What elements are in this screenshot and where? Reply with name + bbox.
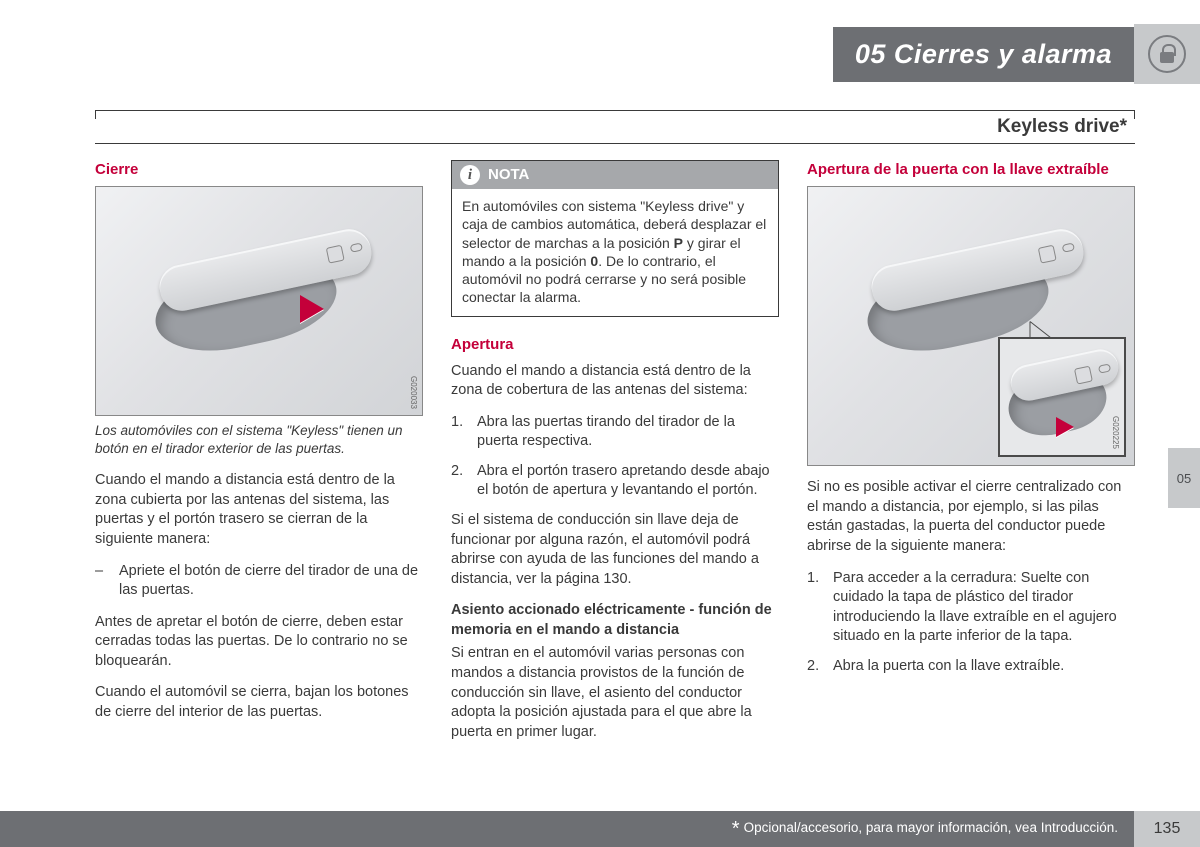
dash-item: – Apriete el botón de cierre del tirador… [95,562,423,601]
llave-list: 1.Para acceder a la cerradura: Suelte co… [807,569,1135,677]
arrow-icon [1056,417,1074,437]
chapter-icon-box [1134,24,1200,84]
h-apertura-llave: Apertura de la puerta con la llave extra… [807,160,1135,180]
dash-marker: – [95,562,119,601]
info-icon: i [460,165,480,185]
chapter-header: 05 Cierres y alarma [833,24,1200,84]
h-cierre: Cierre [95,160,423,180]
section-title: Keyless drive* [997,116,1127,138]
p-fallback: Si el sistema de conducción sin llave de… [451,511,779,589]
thumb-tab-label: 05 [1177,471,1191,486]
section-title-bar: Keyless drive* [95,110,1135,144]
column-2: i NOTA En automóviles con sistema "Keyle… [451,160,779,787]
p-asiento: Si entran en el automóvil varias persona… [451,644,779,742]
figure-code: G020033 [407,376,418,409]
footer-note: *Opcional/accesorio, para mayor informac… [732,818,1134,841]
column-3: Apertura de la puerta con la llave extra… [807,160,1135,787]
nota-body: En automóviles con sistema "Keyless driv… [452,189,778,316]
chapter-title: 05 Cierres y alarma [833,27,1134,82]
list-item: 2.Abra la puerta con la llave extraíble. [807,657,1135,677]
figure-llave: G020225 [807,186,1135,466]
p-note1: Antes de apretar el botón de cierre, deb… [95,613,423,672]
list-item: 2.Abra el portón trasero apretando desde… [451,462,779,501]
column-1: Cierre G020033 Los automóviles con el si… [95,160,423,787]
lock-icon [1148,35,1186,73]
thumb-tab: 05 [1168,448,1200,508]
nota-header: i NOTA [452,161,778,189]
page-content: Cierre G020033 Los automóviles con el si… [95,160,1135,787]
figure-cierre: G020033 [95,186,423,416]
figure-code: G020225 [1109,416,1120,449]
figure-inset: G020225 [998,337,1126,457]
p-note2: Cuando el automóvil se cierra, bajan los… [95,683,423,722]
h-asiento: Asiento accionado eléctricamente - funci… [451,601,779,640]
arrow-icon [300,295,324,323]
figure-caption: Los automóviles con el sistema "Keyless"… [95,422,423,457]
p-apertura-intro: Cuando el mando a distancia está dentro … [451,362,779,401]
list-item: 1.Abra las puertas tirando del tirador d… [451,413,779,452]
page-number: 135 [1134,811,1200,847]
page-footer: *Opcional/accesorio, para mayor informac… [0,811,1200,847]
list-item: 1.Para acceder a la cerradura: Suelte co… [807,569,1135,647]
dash-text: Apriete el botón de cierre del tirador d… [119,562,423,601]
p-intro: Cuando el mando a distancia está dentro … [95,471,423,549]
nota-box: i NOTA En automóviles con sistema "Keyle… [451,160,779,317]
h-apertura: Apertura [451,335,779,355]
apertura-list: 1.Abra las puertas tirando del tirador d… [451,413,779,501]
p-llave-intro: Si no es posible activar el cierre centr… [807,478,1135,556]
nota-label: NOTA [488,165,529,185]
